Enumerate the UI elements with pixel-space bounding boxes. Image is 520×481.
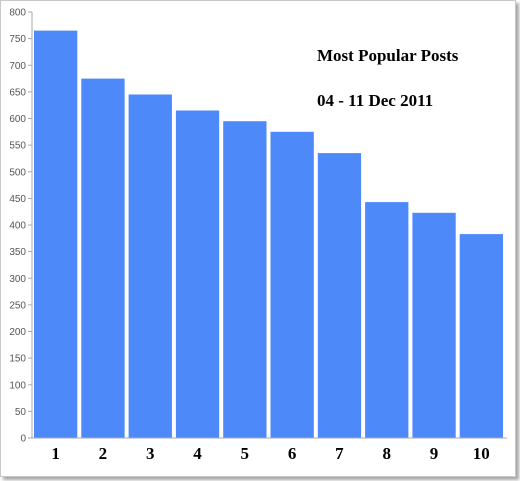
y-tick-label: 350 — [9, 247, 26, 258]
y-tick-label: 400 — [9, 221, 26, 232]
bar-5 — [223, 121, 267, 438]
x-tick-label: 4 — [193, 444, 202, 463]
y-tick-label: 100 — [9, 380, 26, 391]
bar-6 — [270, 131, 314, 439]
bars — [34, 30, 503, 439]
y-tick-label: 500 — [9, 167, 26, 178]
y-tick-label: 700 — [9, 61, 26, 72]
x-tick-label: 2 — [99, 444, 108, 463]
bar-10 — [459, 234, 503, 438]
bar-9 — [412, 212, 456, 438]
y-tick-label: 600 — [9, 114, 26, 125]
chart-title: Most Popular Posts — [317, 46, 459, 65]
y-tick-label: 150 — [9, 354, 26, 365]
y-tick-label: 550 — [9, 141, 26, 152]
x-tick-label: 8 — [382, 444, 391, 463]
y-tick-label: 300 — [9, 274, 26, 285]
bar-1 — [34, 30, 78, 438]
bar-4 — [175, 110, 220, 438]
y-tick-label: 450 — [9, 194, 26, 205]
bar-8 — [365, 202, 409, 438]
x-axis: 1 2 3 4 5 6 7 8 9 10 — [32, 437, 507, 463]
x-tick-label: 3 — [146, 444, 155, 463]
y-tick-label: 50 — [15, 407, 27, 418]
y-tick-label: 0 — [20, 434, 26, 445]
x-tick-label: 6 — [288, 444, 297, 463]
bar-7 — [317, 153, 362, 438]
x-tick-label: 10 — [473, 444, 490, 463]
y-tick-label: 800 — [9, 8, 26, 19]
x-tick-label: 5 — [241, 444, 250, 463]
x-tick-label: 7 — [335, 444, 344, 463]
y-tick-label: 750 — [9, 34, 26, 45]
x-tick-label: 1 — [51, 444, 60, 463]
y-tick-label: 650 — [9, 87, 26, 98]
y-tick-label: 200 — [9, 327, 26, 338]
bar-2 — [81, 78, 125, 438]
bar-3 — [128, 94, 172, 438]
x-tick-label: 9 — [430, 444, 439, 463]
y-axis: 0 50 100 150 200 250 300 350 400 450 500 550 600 650 7… — [9, 8, 33, 445]
bar-chart: 0 50 100 150 200 250 300 350 400 450 500 550 600 650 7… — [9, 8, 507, 463]
y-tick-label: 250 — [9, 300, 26, 311]
chart-subtitle: 04 - 11 Dec 2011 — [317, 91, 433, 110]
